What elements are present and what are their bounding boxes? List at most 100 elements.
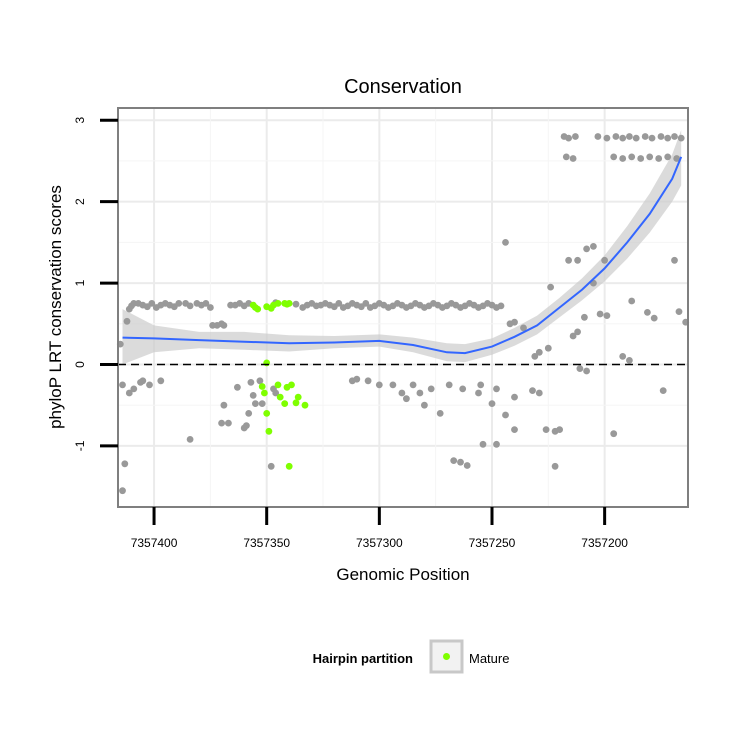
other-point bbox=[427, 385, 435, 393]
other-point bbox=[123, 317, 131, 325]
other-point bbox=[436, 410, 444, 417]
other-point bbox=[186, 302, 194, 310]
y-tick-label: 0 bbox=[73, 361, 87, 368]
other-point bbox=[596, 310, 604, 318]
other-point bbox=[375, 381, 383, 389]
y-axis-title: phyloP LRT conservation scores bbox=[46, 185, 65, 429]
other-point bbox=[119, 487, 126, 495]
other-point bbox=[121, 460, 129, 468]
other-point bbox=[594, 133, 602, 140]
other-point bbox=[551, 462, 559, 470]
other-point bbox=[245, 410, 253, 417]
other-point bbox=[632, 134, 640, 142]
other-point bbox=[603, 312, 611, 319]
chart-title: Conservation bbox=[344, 76, 462, 98]
other-point bbox=[628, 297, 636, 305]
mature-point bbox=[265, 427, 273, 435]
other-point bbox=[562, 153, 570, 161]
other-point bbox=[583, 367, 590, 375]
other-point bbox=[646, 153, 654, 161]
other-point bbox=[416, 389, 424, 397]
mature-point bbox=[261, 389, 268, 397]
other-point bbox=[234, 383, 241, 391]
other-point bbox=[175, 300, 183, 307]
other-point bbox=[657, 133, 665, 140]
x-axis-title: Genomic Position bbox=[336, 565, 469, 584]
confidence-band bbox=[122, 130, 682, 365]
other-point bbox=[497, 302, 505, 310]
other-point bbox=[610, 430, 618, 438]
other-point bbox=[272, 389, 280, 397]
other-point bbox=[612, 133, 620, 140]
other-point bbox=[258, 400, 266, 407]
mature-point bbox=[301, 401, 309, 409]
other-point bbox=[619, 155, 627, 162]
other-point bbox=[677, 134, 685, 142]
other-point bbox=[157, 377, 165, 385]
other-point bbox=[547, 283, 554, 291]
other-point bbox=[671, 256, 678, 264]
other-point bbox=[450, 457, 458, 464]
other-point bbox=[576, 365, 584, 372]
other-point bbox=[398, 389, 406, 397]
other-point bbox=[628, 153, 636, 161]
other-point bbox=[220, 322, 228, 329]
smooth-trend-line bbox=[122, 156, 683, 355]
other-point bbox=[619, 134, 627, 142]
other-point bbox=[488, 400, 496, 407]
other-point bbox=[243, 422, 250, 429]
other-point bbox=[583, 245, 590, 253]
other-point bbox=[502, 239, 509, 246]
data-points bbox=[116, 133, 690, 495]
other-point bbox=[220, 401, 228, 409]
other-point bbox=[457, 458, 464, 466]
other-point bbox=[650, 314, 658, 322]
other-point bbox=[531, 353, 539, 360]
other-point bbox=[119, 381, 126, 389]
other-point bbox=[292, 300, 300, 308]
x-tick-label: 7357300 bbox=[356, 536, 403, 550]
other-point bbox=[644, 309, 651, 316]
other-point bbox=[364, 377, 372, 385]
other-point bbox=[648, 134, 656, 142]
other-point bbox=[626, 357, 633, 364]
y-tick-label: -1 bbox=[73, 440, 87, 451]
other-point bbox=[637, 155, 645, 162]
mature-point bbox=[276, 393, 284, 401]
other-point bbox=[475, 389, 482, 397]
other-point bbox=[463, 462, 471, 469]
other-point bbox=[202, 300, 210, 307]
other-point bbox=[139, 377, 147, 385]
other-point bbox=[186, 436, 194, 443]
other-point bbox=[249, 392, 257, 399]
mature-point bbox=[258, 383, 266, 390]
other-point bbox=[511, 426, 518, 433]
other-point bbox=[520, 324, 527, 332]
other-point bbox=[225, 419, 232, 427]
other-point bbox=[569, 155, 577, 162]
other-point bbox=[535, 348, 543, 356]
y-tick-label: 2 bbox=[73, 198, 87, 205]
other-point bbox=[544, 344, 552, 352]
x-axis: 7357400 7357350 7357300 7357250 7357200 bbox=[131, 507, 628, 550]
x-tick-label: 7357350 bbox=[243, 536, 290, 550]
legend-key-box bbox=[429, 639, 464, 674]
other-point bbox=[565, 256, 572, 264]
other-point bbox=[626, 133, 633, 140]
other-point bbox=[421, 401, 428, 409]
other-point bbox=[148, 300, 156, 307]
mature-point bbox=[254, 305, 262, 313]
other-point bbox=[565, 134, 572, 142]
other-point bbox=[502, 411, 509, 419]
legend: Hairpin partition Mature bbox=[313, 639, 509, 674]
x-tick-label: 7357200 bbox=[581, 536, 628, 550]
other-point bbox=[574, 328, 581, 336]
other-point bbox=[664, 153, 672, 161]
legend-mature-marker bbox=[443, 653, 450, 660]
other-point bbox=[207, 304, 214, 311]
other-point bbox=[353, 375, 361, 383]
other-point bbox=[389, 381, 397, 389]
mature-point bbox=[281, 400, 289, 407]
other-point bbox=[619, 353, 627, 360]
other-point bbox=[477, 381, 485, 389]
